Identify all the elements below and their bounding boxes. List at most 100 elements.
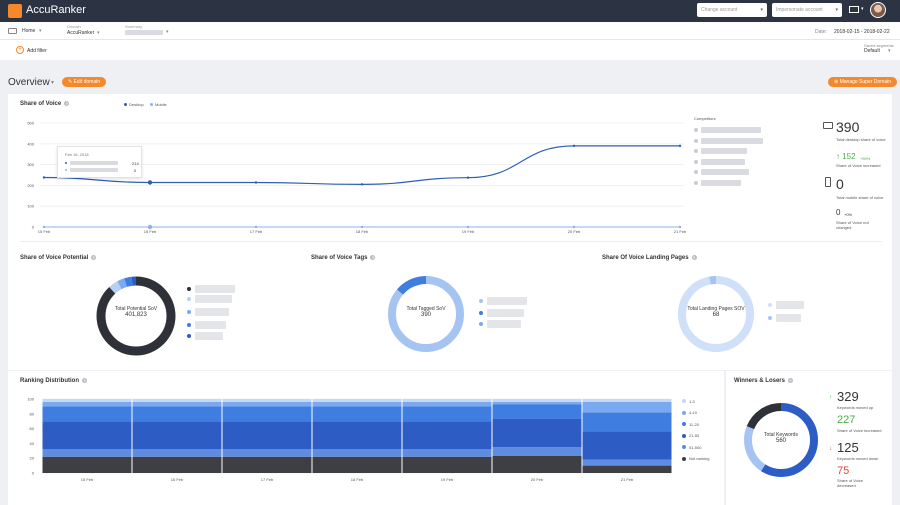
- bar-segment[interactable]: [42, 399, 132, 402]
- help-icon[interactable]: ?: [370, 255, 376, 260]
- bar-segment[interactable]: [492, 401, 582, 405]
- bar-segment[interactable]: [132, 421, 222, 450]
- legend-item[interactable]: [776, 314, 801, 322]
- bar-segment[interactable]: [312, 401, 402, 407]
- data-point[interactable]: [147, 224, 153, 230]
- bar-segment[interactable]: [42, 449, 132, 457]
- competitor-item[interactable]: [701, 179, 741, 186]
- bar-segment[interactable]: [222, 406, 312, 422]
- legend-label[interactable]: Not ranking: [689, 456, 710, 461]
- data-point[interactable]: [42, 176, 46, 179]
- data-point[interactable]: [147, 180, 153, 185]
- data-point[interactable]: [466, 225, 470, 229]
- help-icon[interactable]: ?: [82, 378, 87, 383]
- bar-segment[interactable]: [402, 401, 492, 407]
- crumb-home[interactable]: Home: [22, 28, 36, 34]
- mail-icon[interactable]: [849, 6, 859, 13]
- share-of-voice-line-chart[interactable]: 0 100 200 300 400 500 15 Feb 16 Feb 17 Feb 18 Feb…: [20, 115, 690, 237]
- bar-segment[interactable]: [222, 399, 312, 402]
- legend-item[interactable]: [195, 295, 232, 303]
- bar-segment[interactable]: [42, 456, 132, 473]
- bar-segment[interactable]: [402, 399, 492, 402]
- data-point[interactable]: [572, 225, 576, 229]
- legend-label[interactable]: 1-3: [689, 398, 695, 404]
- legend-item[interactable]: [195, 285, 235, 293]
- bar-segment[interactable]: [312, 456, 402, 473]
- data-point[interactable]: [678, 225, 682, 229]
- bar-segment[interactable]: [132, 401, 222, 407]
- legend-item[interactable]: [195, 332, 223, 340]
- saved-segments-select[interactable]: Default: [864, 48, 880, 54]
- impersonate-account-select[interactable]: Impersonate account ▾: [772, 3, 842, 17]
- sov-landing-donut[interactable]: [676, 274, 756, 354]
- bar-segment[interactable]: [582, 399, 672, 402]
- donut-slice[interactable]: [388, 276, 464, 352]
- bar-segment[interactable]: [132, 406, 222, 422]
- donut-slice[interactable]: [678, 276, 754, 352]
- bar-segment[interactable]: [312, 406, 402, 422]
- bar-segment[interactable]: [492, 399, 582, 402]
- donut-slice[interactable]: [96, 276, 176, 356]
- bar-segment[interactable]: [222, 401, 312, 407]
- bar-segment[interactable]: [402, 456, 492, 473]
- summary-select[interactable]: [125, 30, 163, 35]
- legend-mobile[interactable]: Mobile: [155, 102, 167, 107]
- help-icon[interactable]: ?: [64, 101, 70, 106]
- bar-segment[interactable]: [42, 406, 132, 422]
- edit-domain-button[interactable]: ✎ Edit domain: [62, 77, 106, 87]
- bar-segment[interactable]: [312, 421, 402, 450]
- competitor-item[interactable]: [701, 148, 747, 154]
- legend-label[interactable]: 4-10: [689, 410, 698, 415]
- sov-potential-donut[interactable]: [94, 274, 178, 358]
- donut-slice[interactable]: [744, 403, 818, 477]
- help-icon[interactable]: ?: [91, 255, 97, 260]
- bar-segment[interactable]: [492, 418, 582, 448]
- bar-segment[interactable]: [222, 449, 312, 457]
- legend-item[interactable]: [776, 301, 804, 309]
- donut-slice[interactable]: [744, 403, 818, 477]
- data-point[interactable]: [678, 144, 682, 148]
- manage-super-domain-button[interactable]: ⊕ Manage Super Domain: [828, 77, 898, 87]
- legend-item[interactable]: [195, 308, 229, 316]
- winners-losers-donut[interactable]: [742, 401, 820, 479]
- bar-segment[interactable]: [312, 399, 402, 402]
- bar-segment[interactable]: [492, 404, 582, 419]
- bar-segment[interactable]: [132, 399, 222, 402]
- legend-item[interactable]: [195, 321, 226, 329]
- bar-segment[interactable]: [582, 459, 672, 466]
- bar-segment[interactable]: [402, 421, 492, 450]
- bar-segment[interactable]: [582, 401, 672, 413]
- legend-label[interactable]: 11-20: [689, 421, 699, 427]
- date-range-picker[interactable]: 2018-02-15 - 2018-02-22: [834, 29, 890, 35]
- legend-label[interactable]: 51-500: [689, 444, 702, 450]
- legend-desktop[interactable]: Desktop: [129, 102, 144, 107]
- accuranker-logo-icon[interactable]: [8, 4, 22, 18]
- bar-segment[interactable]: [42, 401, 132, 407]
- ranking-distribution-chart[interactable]: 0 20 40 60 80 100 15 Feb 16 Feb 17 Feb 18 Feb 19 F…: [20, 394, 680, 484]
- bar-segment[interactable]: [132, 456, 222, 473]
- help-icon[interactable]: ?: [691, 255, 697, 260]
- data-point[interactable]: [360, 225, 364, 229]
- avatar[interactable]: [870, 2, 886, 18]
- data-point[interactable]: [254, 181, 258, 184]
- change-account-select[interactable]: Change account ▾: [697, 3, 767, 17]
- add-filter-button[interactable]: Add filter: [27, 48, 47, 54]
- legend-item[interactable]: [487, 309, 524, 317]
- data-point[interactable]: [572, 144, 576, 148]
- data-point[interactable]: [360, 183, 364, 186]
- bar-segment[interactable]: [492, 447, 582, 456]
- legend-label[interactable]: 21-50: [689, 433, 700, 438]
- domain-select[interactable]: AccuRanker: [67, 30, 95, 36]
- data-point[interactable]: [42, 225, 46, 229]
- competitor-item[interactable]: [701, 158, 745, 165]
- add-filter-icon[interactable]: +: [16, 46, 24, 54]
- bar-segment[interactable]: [492, 455, 582, 473]
- chevron-down-icon[interactable]: ▾: [51, 80, 55, 86]
- bar-segment[interactable]: [402, 406, 492, 422]
- bar-segment[interactable]: [222, 421, 312, 450]
- competitor-item[interactable]: [701, 169, 749, 175]
- legend-item[interactable]: [487, 297, 527, 305]
- bar-segment[interactable]: [42, 421, 132, 450]
- bar-segment[interactable]: [132, 449, 222, 457]
- legend-item[interactable]: [487, 320, 521, 328]
